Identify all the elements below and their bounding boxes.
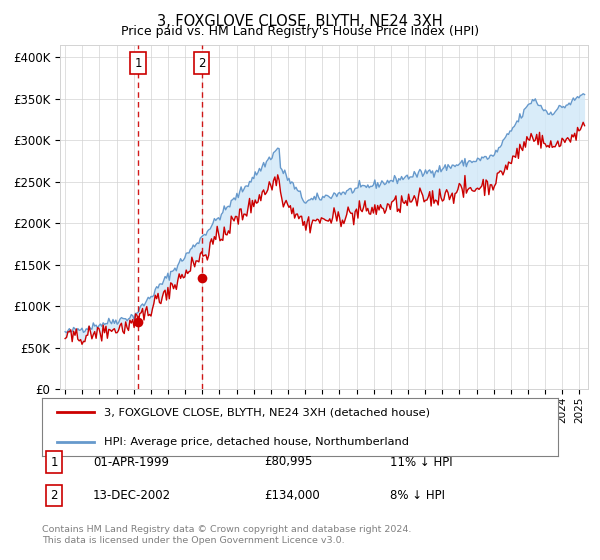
Text: 1: 1 <box>50 455 58 469</box>
Text: 13-DEC-2002: 13-DEC-2002 <box>93 489 171 502</box>
Text: £80,995: £80,995 <box>264 455 313 469</box>
Text: Price paid vs. HM Land Registry's House Price Index (HPI): Price paid vs. HM Land Registry's House … <box>121 25 479 38</box>
Text: 3, FOXGLOVE CLOSE, BLYTH, NE24 3XH (detached house): 3, FOXGLOVE CLOSE, BLYTH, NE24 3XH (deta… <box>104 407 430 417</box>
Text: 1: 1 <box>134 57 142 69</box>
Text: HPI: Average price, detached house, Northumberland: HPI: Average price, detached house, Nort… <box>104 437 409 447</box>
Text: 8% ↓ HPI: 8% ↓ HPI <box>390 489 445 502</box>
Text: Contains HM Land Registry data © Crown copyright and database right 2024.
This d: Contains HM Land Registry data © Crown c… <box>42 525 412 545</box>
Text: 11% ↓ HPI: 11% ↓ HPI <box>390 455 452 469</box>
Text: 3, FOXGLOVE CLOSE, BLYTH, NE24 3XH: 3, FOXGLOVE CLOSE, BLYTH, NE24 3XH <box>157 14 443 29</box>
Text: £134,000: £134,000 <box>264 489 320 502</box>
Text: 01-APR-1999: 01-APR-1999 <box>93 455 169 469</box>
Text: 2: 2 <box>198 57 205 69</box>
Text: 2: 2 <box>50 489 58 502</box>
